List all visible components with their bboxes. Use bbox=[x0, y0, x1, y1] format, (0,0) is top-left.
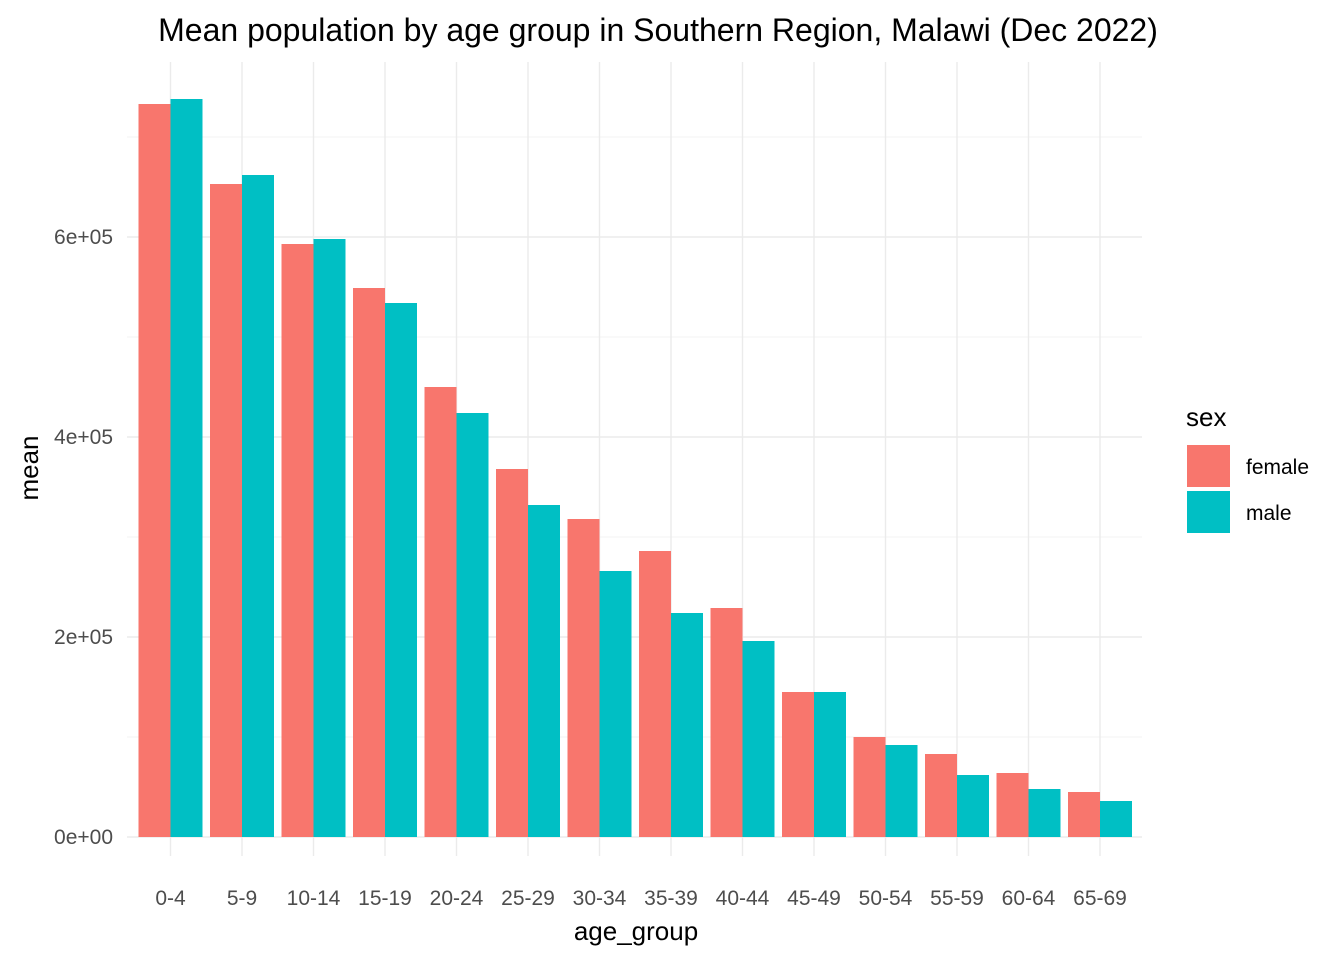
x-tick-label: 10-14 bbox=[287, 887, 341, 910]
bar-female-30-34 bbox=[567, 519, 600, 837]
x-tick-label: 40-44 bbox=[716, 887, 770, 910]
bar-male-45-49 bbox=[814, 692, 846, 837]
x-axis-ticks: 0-4 5-9 10-14 15-19 20-24 25-29 30-34 35-39 40-4… bbox=[155, 887, 1127, 910]
x-tick-label: 15-19 bbox=[358, 887, 412, 910]
x-tick-label: 65-69 bbox=[1073, 887, 1127, 910]
bar-female-50-54 bbox=[853, 737, 886, 837]
y-axis-ticks: 0e+00 2e+05 4e+05 6e+05 bbox=[54, 226, 113, 849]
legend-title: sex bbox=[1186, 402, 1226, 432]
bar-female-25-29 bbox=[496, 469, 528, 837]
x-tick-label: 60-64 bbox=[1002, 887, 1056, 910]
bar-male-15-19 bbox=[385, 303, 417, 837]
bar-female-65-69 bbox=[1068, 792, 1100, 837]
legend-key-male bbox=[1187, 491, 1230, 533]
x-tick-label: 0-4 bbox=[155, 887, 186, 910]
legend-key-female bbox=[1187, 445, 1230, 487]
bar-male-30-34 bbox=[599, 571, 632, 837]
bar-female-45-49 bbox=[782, 692, 814, 837]
bar-female-15-19 bbox=[353, 288, 385, 837]
x-tick-label: 5-9 bbox=[227, 887, 257, 910]
y-tick-label: 2e+05 bbox=[54, 626, 113, 649]
x-axis-title: age_group bbox=[574, 916, 698, 946]
bar-male-10-14 bbox=[313, 239, 346, 837]
gridlines bbox=[127, 62, 1142, 856]
bar-male-25-29 bbox=[528, 505, 560, 837]
bar-male-60-64 bbox=[1028, 789, 1061, 837]
x-tick-label: 35-39 bbox=[644, 887, 698, 910]
bar-male-50-54 bbox=[885, 745, 918, 837]
bar-male-35-39 bbox=[671, 613, 703, 837]
x-tick-label: 25-29 bbox=[501, 887, 555, 910]
y-axis-title: mean bbox=[14, 435, 44, 500]
bar-male-5-9 bbox=[242, 175, 274, 837]
x-tick-label: 30-34 bbox=[573, 887, 627, 910]
chart-title: Mean population by age group in Southern… bbox=[158, 12, 1158, 48]
bar-female-55-59 bbox=[925, 754, 957, 837]
y-tick-label: 0e+00 bbox=[54, 826, 113, 849]
legend: sex female male bbox=[1186, 402, 1309, 533]
legend-items: female male bbox=[1187, 445, 1309, 533]
x-tick-label: 55-59 bbox=[930, 887, 984, 910]
bar-male-55-59 bbox=[957, 775, 989, 837]
bar-female-60-64 bbox=[996, 773, 1029, 837]
y-tick-label: 4e+05 bbox=[54, 426, 113, 449]
bars bbox=[138, 99, 1132, 837]
x-tick-label: 45-49 bbox=[787, 887, 841, 910]
legend-label-female: female bbox=[1246, 456, 1309, 479]
bar-male-20-24 bbox=[456, 413, 489, 837]
bar-female-35-39 bbox=[639, 551, 671, 837]
legend-label-male: male bbox=[1246, 502, 1292, 525]
x-tick-label: 50-54 bbox=[859, 887, 913, 910]
bar-female-20-24 bbox=[424, 387, 457, 837]
bar-male-65-69 bbox=[1100, 801, 1132, 837]
bar-female-40-44 bbox=[710, 608, 743, 837]
bar-male-0-4 bbox=[170, 99, 203, 837]
bar-female-10-14 bbox=[281, 244, 314, 837]
y-tick-label: 6e+05 bbox=[54, 226, 113, 249]
bar-male-40-44 bbox=[742, 641, 775, 837]
bar-female-5-9 bbox=[210, 184, 242, 837]
x-tick-label: 20-24 bbox=[430, 887, 484, 910]
bar-female-0-4 bbox=[138, 104, 171, 837]
